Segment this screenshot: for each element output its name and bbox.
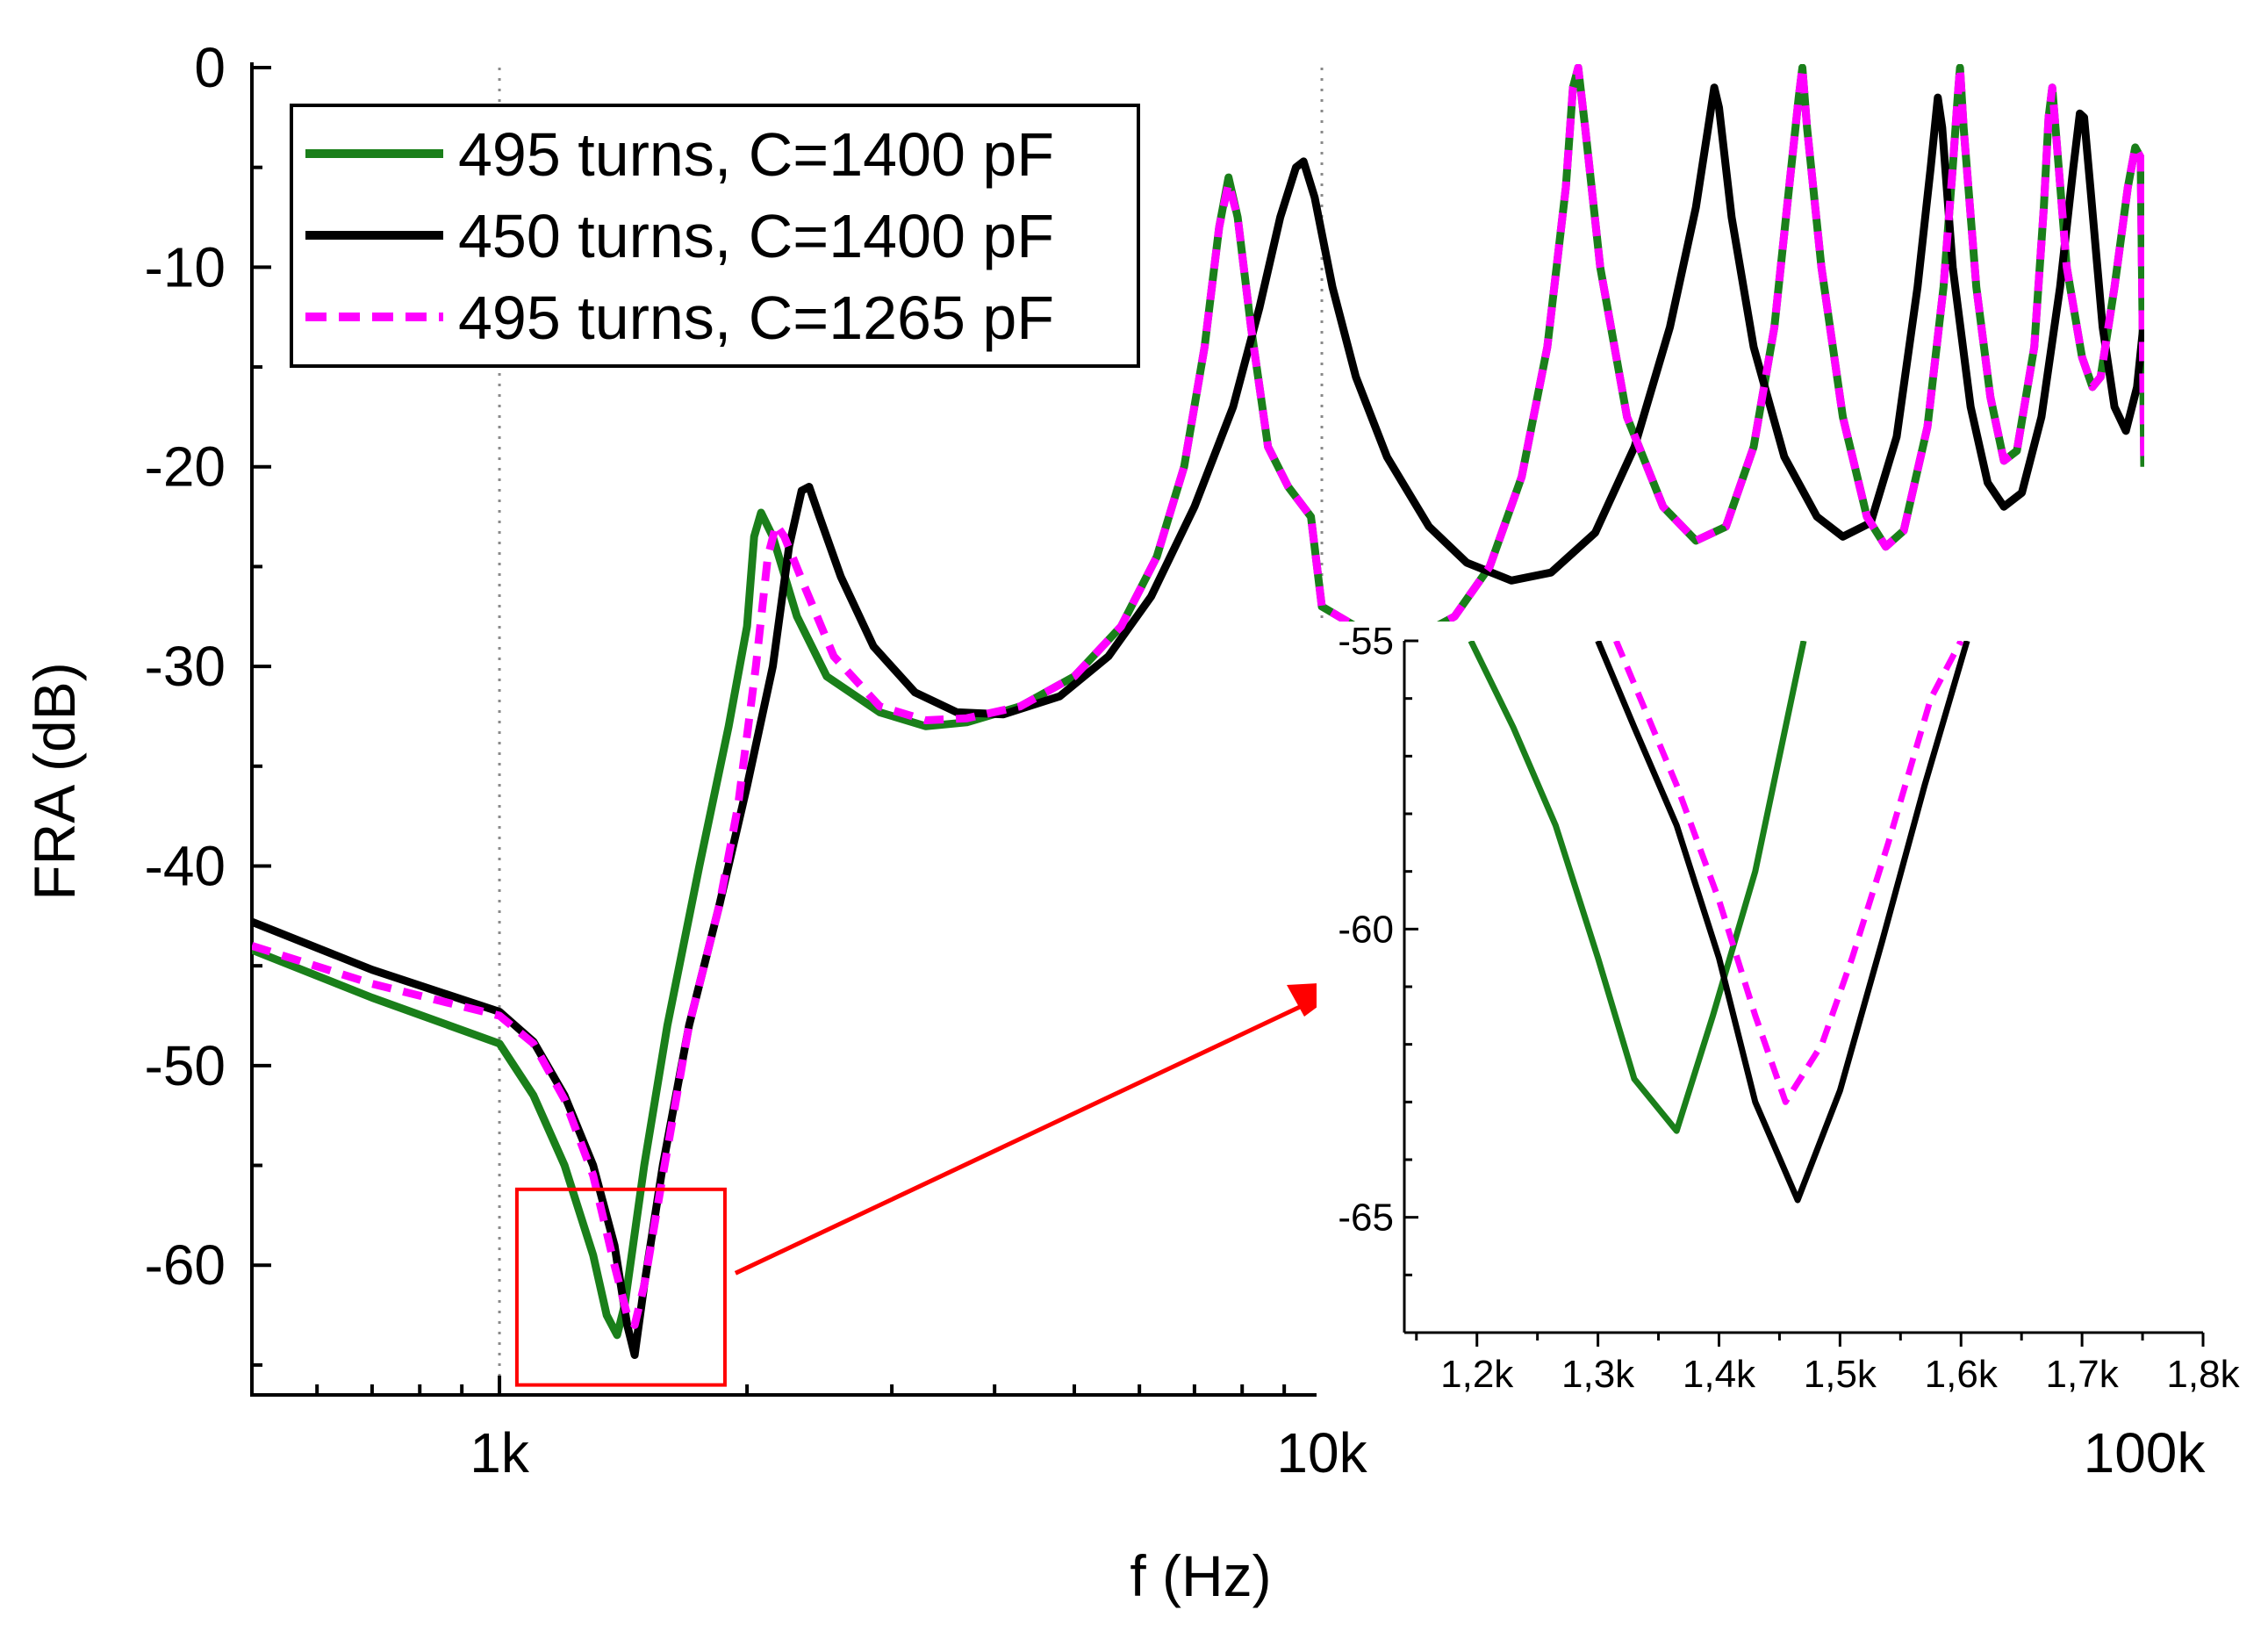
zoom-arrow-line	[734, 996, 1318, 1276]
y-tick-label: -40	[145, 834, 226, 897]
legend: 495 turns, C=1400 pF 450 turns, C=1400 pF…	[290, 104, 1140, 368]
y-tick-label: -50	[145, 1034, 226, 1097]
inset-y-tick-label: -60	[1338, 908, 1394, 951]
series-group	[252, 64, 2144, 1359]
inset-x-tick-label: 1,8k	[2166, 1353, 2240, 1396]
inset-x-tick-label: 1,4k	[1683, 1353, 1756, 1396]
inset-x-tick-label: 1,3k	[1561, 1353, 1635, 1396]
y-tick-label: -20	[145, 435, 226, 499]
inset-series-450-turns-1400pf	[1595, 641, 1970, 1204]
series-450-turns-1400pf	[252, 83, 2144, 1359]
zoom-box	[514, 1187, 727, 1387]
inset-x-tick-label: 1,7k	[2046, 1353, 2120, 1396]
legend-item-450-turns-1400pf-label: 450 turns, C=1400 pF	[458, 202, 1054, 270]
inset-series-495-turns-1400pf	[1468, 641, 1807, 1134]
y-tick-label: -30	[145, 635, 226, 698]
y-tick-label: -60	[145, 1233, 226, 1297]
y-axis-title: FRA (dB)	[22, 662, 87, 900]
inset-y-tick-label: -65	[1338, 1197, 1394, 1240]
x-axis-title: f (Hz)	[1130, 1543, 1271, 1608]
inset-chart: -55 -60 -65 1,2k 1,3k 1,4k 1,5k 1,6k 1,7k 1,8k	[1317, 620, 2241, 1410]
inset-series-495-turns-1265pf	[1613, 641, 1964, 1105]
series-495-turns-1265pf	[252, 64, 2144, 1329]
inset-background	[1317, 622, 2238, 1410]
main-axes: 0 -10 -20 -30 -40 -50 -60 1k 10k 100k	[145, 36, 2207, 1484]
x-tick-label: 100k	[2084, 1421, 2207, 1484]
y-tick-label: -10	[145, 235, 226, 298]
y-tick-label: 0	[194, 36, 226, 99]
inset-x-tick-label: 1,5k	[1804, 1353, 1877, 1396]
inset-x-tick-label: 1,6k	[1925, 1353, 1999, 1396]
main-series-layer	[252, 64, 2144, 1359]
inset-y-tick-label: -55	[1338, 620, 1394, 663]
inset-x-tick-label: 1,2k	[1440, 1353, 1514, 1396]
legend-item-495-turns-1265pf-label: 495 turns, C=1265 pF	[458, 284, 1054, 352]
inset-series-group	[1468, 641, 1970, 1204]
legend-item-495-turns-1400pf-label: 495 turns, C=1400 pF	[458, 120, 1054, 189]
x-tick-label: 1k	[470, 1421, 530, 1484]
x-tick-label: 10k	[1276, 1421, 1367, 1484]
